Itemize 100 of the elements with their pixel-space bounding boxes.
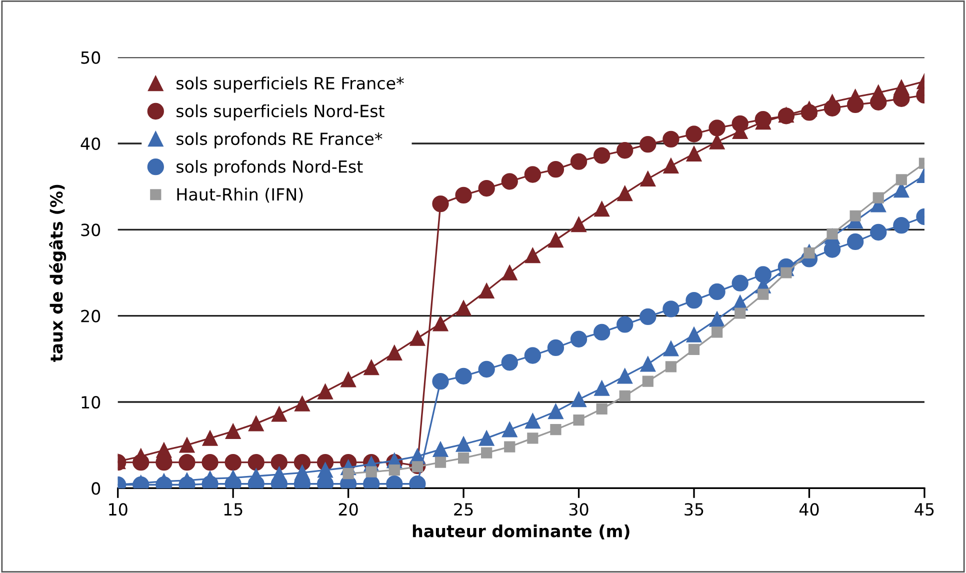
point [686, 146, 702, 162]
point [501, 173, 518, 190]
point [456, 436, 472, 452]
point [662, 300, 680, 318]
point [524, 347, 542, 364]
point [594, 380, 610, 396]
point [593, 147, 610, 164]
y-tick-label: 20 [81, 310, 100, 322]
point [596, 403, 608, 414]
point [294, 454, 311, 471]
point [642, 376, 654, 387]
point [178, 454, 196, 471]
y-tick-label: 0 [92, 482, 100, 495]
point [432, 316, 448, 332]
point [478, 283, 494, 298]
point [870, 224, 887, 241]
x-axis-title: hauteur dominante (m) [412, 524, 630, 540]
point [571, 216, 586, 232]
point [547, 339, 564, 356]
point [780, 267, 792, 278]
point [318, 384, 333, 400]
point [502, 422, 518, 438]
point [202, 454, 218, 471]
point [708, 120, 726, 136]
legend-label: sols superficiels RE France* [176, 76, 404, 93]
x-tick-label: 35 [684, 503, 704, 516]
point [734, 308, 746, 319]
point [478, 430, 494, 446]
y-tick-label: 40 [80, 137, 100, 150]
point [709, 134, 725, 150]
x-tick-label: 40 [799, 503, 819, 516]
point [640, 171, 656, 186]
point [524, 166, 542, 183]
point [388, 464, 400, 476]
legend-label: sols superficiels Nord-Est [176, 104, 384, 121]
legend-label: sols profonds Nord-Est [176, 160, 363, 176]
point [548, 404, 564, 420]
point [850, 210, 861, 222]
point [616, 316, 634, 333]
point [366, 466, 377, 478]
point [846, 233, 864, 250]
point [455, 368, 472, 384]
point [224, 454, 242, 471]
point [478, 180, 495, 197]
point [896, 174, 907, 186]
point [270, 454, 288, 471]
x-tick-label: 25 [454, 503, 473, 516]
point [570, 153, 588, 170]
point [711, 326, 723, 338]
point [754, 266, 772, 283]
point [800, 104, 818, 121]
point [662, 130, 680, 148]
point [617, 368, 633, 384]
point [386, 345, 402, 361]
legend-label: Haut-Rhin (IFN) [177, 188, 303, 203]
point [616, 142, 634, 159]
point [663, 158, 679, 174]
point [758, 288, 769, 300]
point [410, 330, 426, 346]
point [593, 324, 610, 341]
point [804, 247, 815, 258]
point [502, 265, 518, 280]
point [550, 424, 562, 436]
point [248, 416, 264, 432]
point [179, 437, 195, 453]
point [594, 201, 610, 217]
point [709, 312, 725, 327]
point [364, 360, 379, 376]
y-axis-title: taux de dégâts (%) [49, 184, 66, 362]
point [732, 274, 748, 292]
point [617, 186, 633, 202]
legend-label: sols profonds RE France* [176, 132, 382, 148]
point [640, 356, 656, 372]
point [665, 361, 677, 372]
x-tick-label: 30 [569, 503, 588, 516]
point [686, 292, 702, 309]
y-tick-label: 50 [81, 51, 100, 64]
point [688, 344, 700, 356]
point [527, 432, 538, 444]
point [504, 441, 516, 452]
point [478, 360, 495, 378]
point [272, 406, 287, 422]
point [432, 195, 449, 212]
point [686, 327, 702, 342]
point [640, 308, 656, 326]
x-tick-label: 45 [914, 503, 934, 516]
point [501, 354, 518, 371]
point [432, 442, 448, 458]
point [481, 447, 492, 458]
y-tick-label: 30 [81, 224, 100, 236]
point [432, 373, 449, 390]
y-tick-label: 10 [82, 396, 100, 409]
point [294, 396, 310, 412]
point [248, 454, 264, 471]
point [708, 283, 726, 300]
point [132, 454, 150, 471]
point [525, 413, 540, 429]
point [663, 340, 679, 356]
point [571, 392, 586, 408]
point [640, 136, 656, 153]
